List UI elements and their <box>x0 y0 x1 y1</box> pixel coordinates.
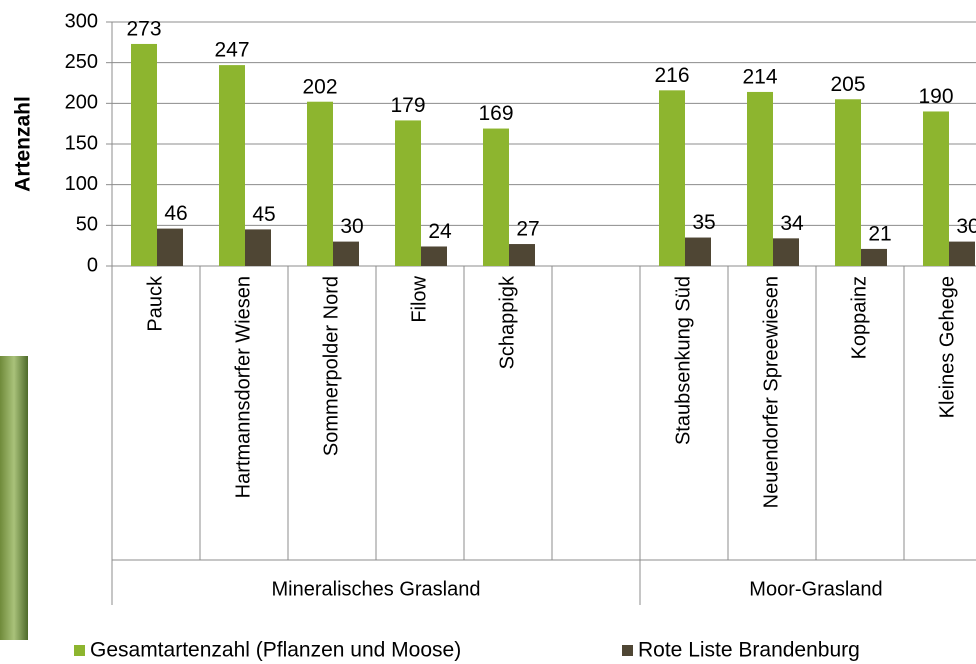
bar <box>333 241 359 266</box>
value-label: 45 <box>252 203 275 226</box>
x-tick-label: Staubsenkung Süd <box>672 276 694 445</box>
value-label: 214 <box>742 65 777 88</box>
bar <box>157 228 183 266</box>
bar <box>835 99 861 267</box>
y-tick-label: 0 <box>87 254 98 276</box>
bar <box>747 91 773 267</box>
x-tick-label: Pauck <box>144 275 166 332</box>
y-axis-label: Artenzahl <box>12 96 35 192</box>
bar <box>219 65 245 267</box>
y-tick-label: 200 <box>65 92 98 114</box>
value-label: 273 <box>126 18 161 41</box>
y-tick-label: 300 <box>65 10 98 32</box>
bar <box>949 241 975 266</box>
value-label: 46 <box>164 202 187 225</box>
value-label: 27 <box>516 218 539 241</box>
value-label: 35 <box>692 211 715 234</box>
value-label: 190 <box>918 85 953 108</box>
value-label: 21 <box>868 222 891 245</box>
bar <box>131 43 157 267</box>
y-tick-label: 100 <box>65 173 98 195</box>
bar <box>421 246 447 266</box>
value-label: 24 <box>428 220 452 243</box>
value-label: 34 <box>780 212 804 235</box>
value-label: 202 <box>302 75 337 98</box>
value-label: 179 <box>390 94 425 117</box>
x-tick-label: Sommerpolder Nord <box>320 276 342 456</box>
value-label: 247 <box>214 39 249 62</box>
bar <box>861 248 887 266</box>
bar <box>509 244 535 266</box>
photo-fragment <box>0 356 28 640</box>
x-tick-label: Filow <box>408 275 430 322</box>
value-label: 30 <box>340 215 363 238</box>
value-label: 205 <box>830 73 865 96</box>
bar <box>307 101 333 266</box>
bar <box>685 237 711 266</box>
bar <box>395 120 421 266</box>
x-tick-label: Neuendorfer Spreewiesen <box>760 276 782 508</box>
x-tick-label: Kleines Gehege <box>936 276 958 418</box>
y-tick-label: 50 <box>76 214 98 236</box>
group-label: Moor-Grasland <box>749 578 882 600</box>
bar <box>773 238 799 266</box>
legend-swatch <box>622 645 633 656</box>
value-label: 216 <box>654 64 689 87</box>
value-label: 30 <box>956 215 976 238</box>
value-label: 169 <box>478 102 513 125</box>
x-tick-label: Schappigk <box>496 275 518 369</box>
bar <box>245 229 271 266</box>
legend-label: Rote Liste Brandenburg <box>638 639 860 662</box>
legend-label: Gesamtartenzahl (Pflanzen und Moose) <box>90 639 461 662</box>
bar <box>483 128 509 266</box>
x-tick-label: Koppainz <box>848 276 870 359</box>
bar <box>923 111 949 266</box>
y-tick-label: 250 <box>65 51 98 73</box>
legend-swatch <box>74 645 85 656</box>
x-tick-label: Hartmannsdorfer Wiesen <box>232 276 254 498</box>
group-label: Mineralisches Grasland <box>272 578 481 600</box>
y-tick-label: 150 <box>65 132 98 154</box>
bar <box>659 90 685 266</box>
